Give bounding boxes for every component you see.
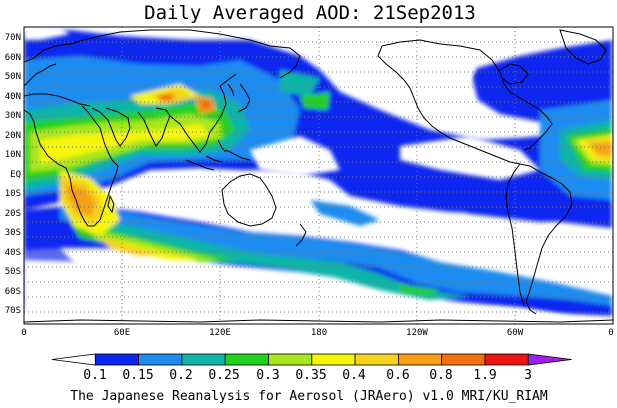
colorbar-label: 0.6 xyxy=(386,368,409,383)
colorbar-low-arrow xyxy=(51,353,96,366)
lon-label: 0 xyxy=(21,328,26,338)
lat-label: 10N xyxy=(5,150,21,160)
lat-label: EQ xyxy=(10,170,21,180)
aod-field xyxy=(24,30,612,316)
colorbar xyxy=(51,353,572,366)
lon-label: 60W xyxy=(507,328,524,338)
lat-label: 60S xyxy=(5,287,21,297)
lat-label: 70N xyxy=(5,33,21,43)
colorbar-segment xyxy=(181,353,226,366)
lat-label: 60N xyxy=(5,53,21,63)
colorbar-labels: 0.1 0.15 0.2 0.25 0.3 0.35 0.4 0.6 0.8 1… xyxy=(83,368,532,383)
lon-label: 120W xyxy=(406,328,428,338)
colorbar-high-arrow xyxy=(527,353,572,366)
colorbar-segment xyxy=(311,353,356,366)
colorbar-segment xyxy=(354,353,399,366)
coastlines xyxy=(24,29,613,323)
lon-label: 180 xyxy=(311,328,327,338)
lat-label: 20S xyxy=(5,209,21,219)
lat-label: 40N xyxy=(5,92,21,102)
map-frame xyxy=(23,26,614,325)
lat-label: 30N xyxy=(5,111,21,121)
colorbar-label: 0.25 xyxy=(208,368,239,383)
lon-label: 120E xyxy=(209,328,231,338)
colorbar-label: 3 xyxy=(524,368,532,383)
lat-label: 40S xyxy=(5,248,21,258)
colorbar-segment xyxy=(397,353,443,366)
colorbar-label: 0.35 xyxy=(295,368,326,383)
colorbar-segment xyxy=(94,353,140,366)
graticule xyxy=(24,27,613,324)
colorbar-label: 0.1 xyxy=(83,368,106,383)
map-title: Daily Averaged AOD: 21Sep2013 xyxy=(144,2,476,24)
colorbar-label: 0.8 xyxy=(429,368,452,383)
lat-label: 50S xyxy=(5,267,21,277)
colorbar-segment xyxy=(138,353,183,366)
lon-label: 60E xyxy=(114,328,130,338)
lat-label: 70S xyxy=(5,306,21,316)
colorbar-segment xyxy=(268,353,313,366)
colorbar-segment xyxy=(224,353,269,366)
map-area xyxy=(24,27,613,324)
lat-label: 30S xyxy=(5,228,21,238)
colorbar-label: 0.15 xyxy=(122,368,153,383)
colorbar-segment xyxy=(484,353,529,366)
footer-credit: The Japanese Reanalysis for Aerosol (JRA… xyxy=(70,389,548,404)
colorbar-label: 1.9 xyxy=(473,368,496,383)
colorbar-label: 0.2 xyxy=(169,368,192,383)
latitude-labels: 70N 60N 50N 40N 30N 20N 10N EQ 10S 20S 3… xyxy=(5,33,21,316)
colorbar-label: 0.3 xyxy=(256,368,279,383)
colorbar-label: 0.4 xyxy=(342,368,366,383)
lat-label: 20N xyxy=(5,131,21,141)
lat-label: 10S xyxy=(5,189,21,199)
lon-label: 0 xyxy=(608,328,613,338)
longitude-labels: 0 60E 120E 180 120W 60W 0 xyxy=(21,328,613,338)
colorbar-segment xyxy=(441,353,486,366)
lat-label: 50N xyxy=(5,72,21,82)
